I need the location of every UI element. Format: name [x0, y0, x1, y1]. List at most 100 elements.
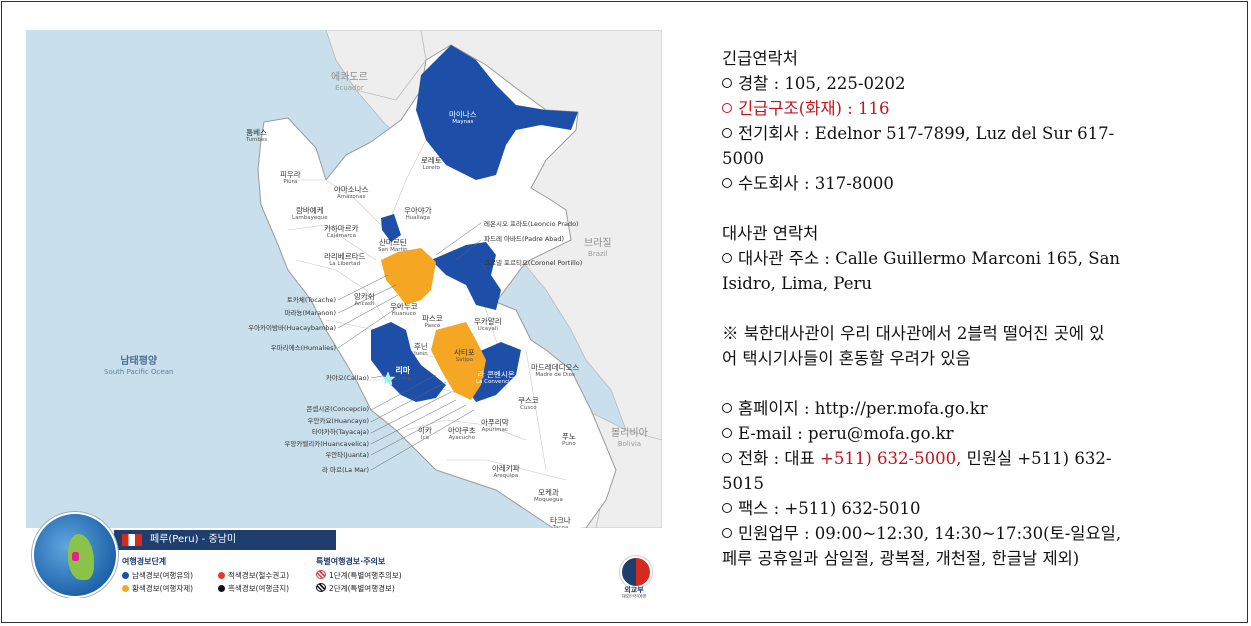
region-label-tumbes: 툼베스 Tumbes	[246, 128, 267, 143]
peru-flag-icon	[122, 534, 142, 546]
region-maynas-blue	[416, 45, 578, 180]
region-ica-en: Ica	[420, 435, 429, 441]
address-line-cont: Isidro, Lima, Peru	[722, 274, 872, 293]
spacer	[722, 296, 1222, 321]
region-arequipa-en: Arequipa	[493, 473, 519, 479]
region-junin-en: Junin	[414, 351, 428, 357]
callout-juanta: 우안타(Juanta)	[325, 451, 369, 459]
region-huanuco-en: Huanuco	[391, 311, 416, 317]
region-label-puno: 푸노 Puno	[562, 432, 576, 447]
region-madre-de-dios-en: Madre de Dios	[535, 372, 575, 378]
region-san-martin-en: San Martin	[378, 247, 408, 253]
callout-concepcio: 콘셉시온(Concepcio)	[306, 405, 369, 413]
ministry-seal-icon	[620, 556, 652, 588]
callout-la-mar: 라 마르(La Mar)	[321, 466, 369, 474]
circle-bullet-icon	[722, 103, 732, 113]
region-huallaga-ko: 우아야가	[404, 206, 432, 215]
capital-label: 리마 Lima	[394, 366, 412, 381]
circle-bullet-icon	[722, 128, 732, 138]
country-brazil-en: Brazil	[588, 250, 608, 258]
legend-level-title: 여행경보단계	[122, 557, 167, 566]
ocean-label-ko: 남태평양	[120, 356, 158, 367]
country-bolivia-ko: 볼리비아	[611, 428, 648, 439]
electric-line-cont: 5000	[722, 149, 764, 168]
region-tocache-orange	[381, 248, 436, 305]
map-title: 페루(Peru) - 중남미	[150, 534, 237, 545]
region-label-loreto: 로레토 Loreto	[421, 156, 442, 171]
callout-coronel-portillo: 코로넬 포르티요(Coronel Portillo)	[484, 259, 583, 267]
embassy-title: 대사관 연락처	[722, 224, 819, 243]
region-huanuco-ko: 우아누코	[390, 302, 418, 311]
region-label-maynas: 마이나스 Maynas	[449, 110, 477, 125]
legend-label-special-1: 1단계(특별여행주의보)	[329, 571, 402, 580]
legend-dot-orange	[122, 585, 129, 592]
region-puno-en: Puno	[562, 441, 576, 447]
region-la-convencion-en: La Convencion	[476, 379, 517, 385]
capital-star-icon	[380, 371, 396, 386]
region-label-ancash: 앙카쉬 Ancash	[354, 292, 375, 307]
phone-prefix: 전화 : 대표	[738, 449, 821, 468]
region-pasco-en: Pasco	[424, 323, 441, 329]
legend-label-special-2: 2단계(특별여행경보)	[329, 584, 395, 593]
ocean-label-en: South Pacific Ocean	[104, 368, 174, 376]
legend-item-orange: 황색경보(여행자제)	[122, 583, 193, 594]
region-label-ayacucho: 아야쿠초 Ayacucho	[448, 426, 476, 441]
country-bolivia-en: Bolivia	[617, 440, 642, 448]
map-title-bar: 페루(Peru) - 중남미	[114, 530, 336, 550]
region-label-ucayali: 우카얄리 Ucayali	[474, 317, 502, 332]
police-line: 경찰 : 105, 225-0202	[722, 71, 1222, 96]
legend-item-special-2: 2단계(특별여행경보)	[316, 583, 395, 594]
region-moquegua-ko: 모케과	[538, 488, 559, 497]
region-label-huallaga: 우아야가 Huallaga	[404, 206, 432, 221]
region-apurimac-en: Apurimac	[481, 427, 508, 433]
callout-maranon: 마라뇽(Maranon)	[284, 309, 336, 317]
callout-callao: 카야오(Callao)	[325, 374, 369, 382]
region-ica-ko: 이카	[418, 426, 432, 435]
region-label-la-libertad: 라리베르타드 La Libertad	[324, 252, 365, 267]
emergency-title: 긴급연락처	[722, 49, 798, 68]
country-ecuador-en: Ecuador	[335, 84, 364, 92]
region-borders	[281, 139, 567, 481]
hours-text: 민원업무 : 09:00~12:30, 14:30~17:30(토-일요일,	[738, 524, 1122, 543]
region-label-satipo: 사티포 Satipo	[454, 348, 475, 363]
globe-locator-icon	[32, 512, 118, 598]
police-text: 경찰 : 105, 225-0202	[738, 74, 906, 93]
callout-huancayo: 우안카요(Huancayo)	[307, 417, 369, 425]
peru-travel-advisory-map: 에콰도르 Ecuador 브라질 Brazil 볼리비아 Bolivia 남태평양 So…	[26, 30, 662, 598]
region-cusco-ko: 쿠스코	[518, 396, 539, 405]
region-label-la-convencion: 라 콘벤시온 La Convencion	[476, 370, 516, 385]
circle-bullet-icon	[722, 78, 732, 88]
homepage-text: 홈페이지 : http://per.mofa.go.kr	[738, 399, 988, 418]
region-label-arequipa: 아레키파 Arequipa	[492, 464, 520, 479]
rescue-text: 긴급구조(화재) : 116	[738, 99, 890, 118]
phone-line-cont: 5015	[722, 474, 764, 493]
legend-hatch-black-icon	[316, 583, 326, 592]
region-piura-ko: 피우라	[280, 170, 301, 179]
region-label-huanuco: 우아누코 Huanuco	[390, 302, 418, 317]
legend-special-title: 특별여행경보·주의보	[316, 557, 386, 566]
region-puno-ko: 푸노	[562, 432, 576, 441]
legend-dot-red	[218, 572, 225, 579]
region-label-junin: 후닌 Junin	[414, 342, 428, 357]
address-line: 대사관 주소 : Calle Guillermo Marconi 165, Sa…	[722, 246, 1222, 271]
contact-info-panel: 긴급연락처 경찰 : 105, 225-0202 긴급구조(화재) : 116 …	[722, 46, 1222, 571]
region-ucayali-ko: 우카얄리	[474, 317, 502, 326]
region-label-amazonas: 아마소나스 Amazonas	[334, 185, 369, 200]
ministry-subtitle: 해외안전여행	[621, 595, 647, 598]
rescue-line: 긴급구조(화재) : 116	[722, 96, 1222, 121]
region-apurimac-ko: 아푸리막	[481, 418, 509, 427]
legend-label-black: 흑색경보(여행금지)	[228, 584, 290, 593]
region-label-apurimac: 아푸리막 Apurimac	[481, 418, 509, 433]
region-lambayeque-en: Lambayeque	[292, 215, 328, 221]
region-tacna-ko: 타크나	[550, 516, 571, 525]
circle-bullet-icon	[722, 528, 732, 538]
country-ecuador-ko: 에콰도르	[331, 72, 368, 83]
region-satipo-orange	[431, 322, 486, 400]
address-text: 대사관 주소 : Calle Guillermo Marconi 165, Sa…	[738, 249, 1121, 268]
region-san-martin-ko: 산마르틴	[379, 238, 407, 247]
region-maynas-en: Maynas	[452, 119, 474, 125]
water-text: 수도회사 : 317-8000	[738, 174, 894, 193]
region-madre-de-dios-ko: 마드레데디오스	[531, 363, 580, 372]
ministry-name: 외교부	[624, 586, 644, 594]
